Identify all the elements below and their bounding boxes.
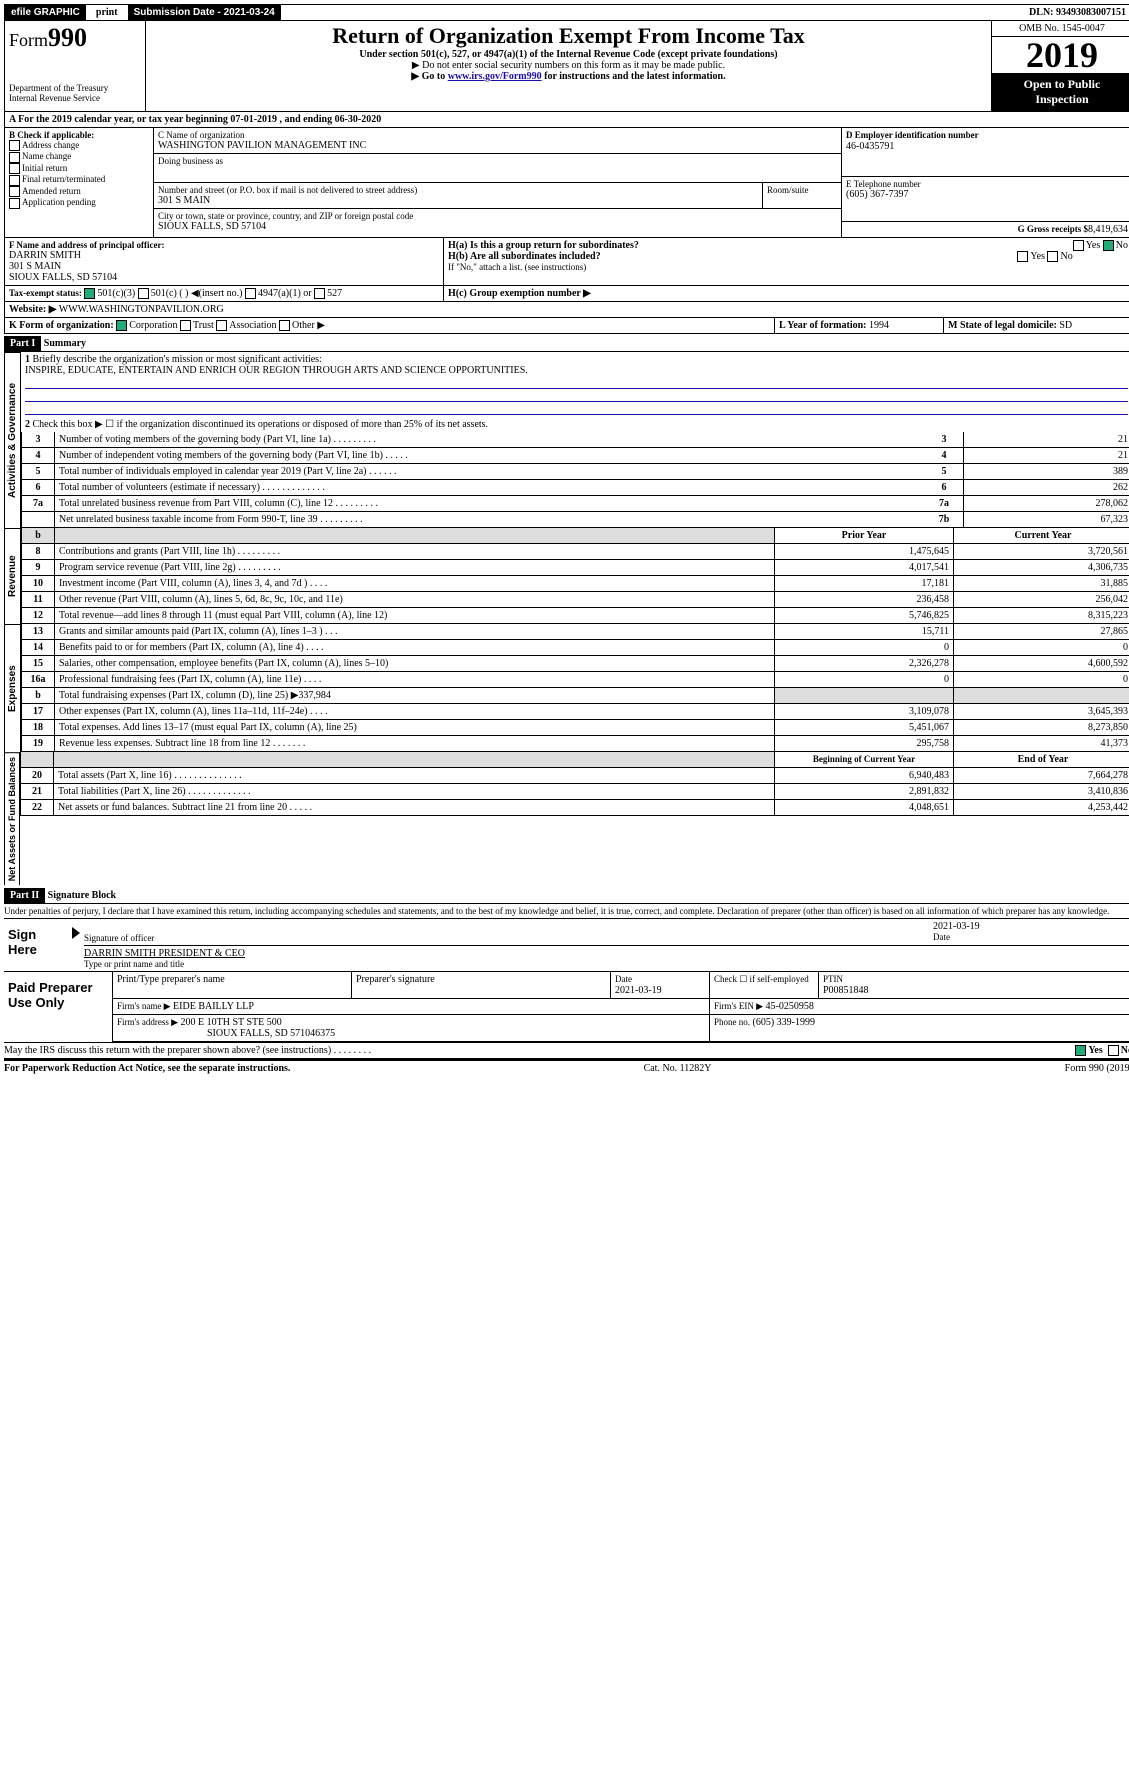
form-number: 990 <box>48 23 87 52</box>
ptin: P00851848 <box>823 985 869 996</box>
top-toolbar: efile GRAPHIC print Submission Date - 20… <box>4 4 1129 21</box>
subtitle-1: Under section 501(c), 527, or 4947(a)(1)… <box>359 49 777 60</box>
domicile-state: SD <box>1059 320 1072 331</box>
city: SIOUX FALLS, SD 57104 <box>158 221 837 232</box>
part2-header: Part II <box>4 888 45 903</box>
dba-label: Doing business as <box>158 156 837 166</box>
subtitle-2: ▶ Do not enter social security numbers o… <box>150 60 987 71</box>
officer-name: DARRIN SMITH <box>9 250 439 261</box>
instructions-link[interactable]: www.irs.gov/Form990 <box>448 71 542 82</box>
website-link[interactable]: WWW.WASHINGTONPAVILION.ORG <box>59 304 224 315</box>
mission-text: INSPIRE, EDUCATE, ENTERTAIN AND ENRICH O… <box>25 365 528 376</box>
line-a: A For the 2019 calendar year, or tax yea… <box>5 112 1129 127</box>
tax-year: 2019 <box>992 37 1129 73</box>
sign-date: 2021-03-19 <box>933 921 1129 932</box>
501c3-checkbox[interactable] <box>84 288 95 299</box>
revenue-label: Revenue <box>4 528 21 624</box>
efile-button[interactable]: efile GRAPHIC <box>5 5 86 20</box>
discuss-question: May the IRS discuss this return with the… <box>4 1045 371 1056</box>
firm-name: EIDE BAILLY LLP <box>173 1001 254 1012</box>
sign-here-block: Sign Here Signature of officer2021-03-19… <box>4 919 1129 972</box>
form-header: Form990 Department of the Treasury Inter… <box>4 21 1129 112</box>
ein: 46-0435791 <box>846 141 1128 152</box>
section-bcdeg: B Check if applicable: Address changeNam… <box>4 128 1129 238</box>
declaration-text: Under penalties of perjury, I declare th… <box>4 904 1129 918</box>
firm-phone: (605) 339-1999 <box>753 1017 816 1028</box>
section-fhi: F Name and address of principal officer:… <box>4 238 1129 286</box>
open-inspection: Open to Public Inspection <box>992 73 1129 111</box>
part1-header: Part I <box>4 336 41 351</box>
netassets-label: Net Assets or Fund Balances <box>4 752 20 885</box>
print-button[interactable]: print <box>90 5 124 20</box>
street: 301 S MAIN <box>158 195 758 206</box>
page-title: Return of Organization Exempt From Incom… <box>150 23 987 49</box>
discuss-no-checkbox[interactable] <box>1108 1045 1119 1056</box>
org-name: WASHINGTON PAVILION MANAGEMENT INC <box>158 140 837 151</box>
officer-signature: DARRIN SMITH PRESIDENT & CEO <box>84 948 1129 959</box>
irs-label: Internal Revenue Service <box>9 93 141 103</box>
submission-date: Submission Date - 2021-03-24 <box>128 5 281 20</box>
phone: (605) 367-7397 <box>846 189 1128 200</box>
dln: DLN: 93493083007151 <box>1023 5 1129 20</box>
firm-ein: 45-0250958 <box>766 1001 814 1012</box>
form-label: Form <box>9 30 48 50</box>
footer: For Paperwork Reduction Act Notice, see … <box>4 1060 1129 1074</box>
dept-label: Department of the Treasury <box>9 83 141 93</box>
arrow-icon <box>72 927 80 939</box>
b-header: B Check if applicable: <box>9 130 94 140</box>
year-formation: 1994 <box>869 320 889 331</box>
prep-date: 2021-03-19 <box>615 985 662 996</box>
expenses-label: Expenses <box>4 624 21 752</box>
paid-preparer-block: Paid Preparer Use Only Print/Type prepar… <box>4 972 1129 1043</box>
firm-addr: 200 E 10TH ST STE 500 <box>181 1017 282 1028</box>
discuss-yes-checkbox[interactable] <box>1075 1045 1086 1056</box>
gross-receipts: 8,419,634 <box>1088 224 1128 235</box>
activities-label: Activities & Governance <box>4 352 21 528</box>
c-name-label: C Name of organization <box>158 130 837 140</box>
